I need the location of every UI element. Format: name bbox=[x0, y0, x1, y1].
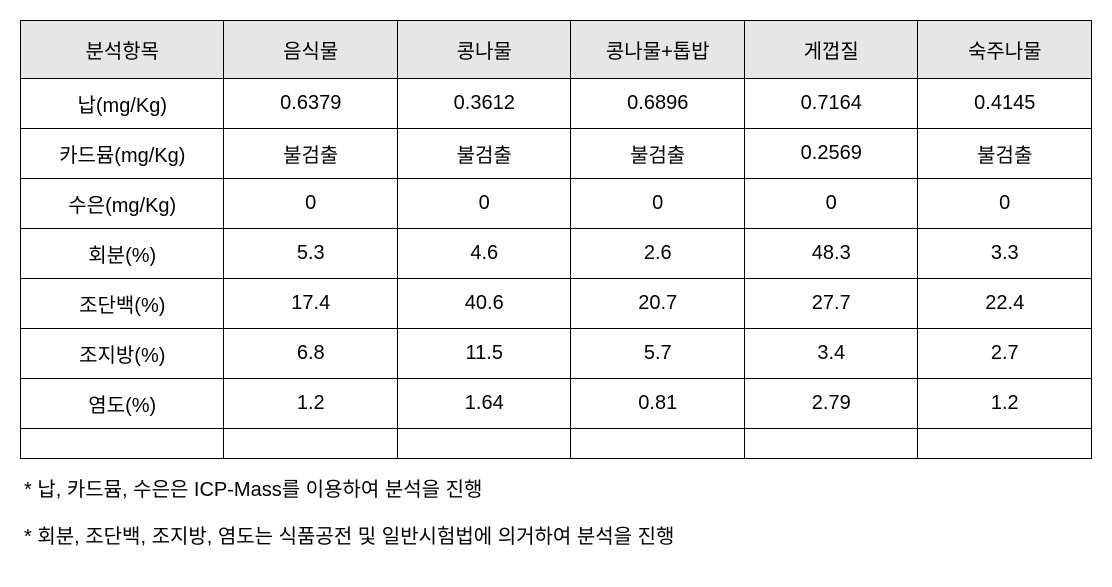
analysis-table: 분석항목 음식물 콩나물 콩나물+톱밥 게껍질 숙주나물 납(mg/Kg) 0.… bbox=[20, 20, 1092, 459]
footnote-2: * 회분, 조단백, 조지방, 염도는 식품공전 및 일반시험법에 의거하여 분… bbox=[20, 520, 1092, 549]
table-row: 카드뮴(mg/Kg) 불검출 불검출 불검출 0.2569 불검출 bbox=[21, 129, 1092, 179]
cell-value: 2.7 bbox=[918, 329, 1092, 379]
cell-value: 0.4145 bbox=[918, 79, 1092, 129]
cell-value: 0.2569 bbox=[744, 129, 918, 179]
col-header-food: 음식물 bbox=[224, 21, 398, 79]
cell-value: 0.6379 bbox=[224, 79, 398, 129]
table-row-empty bbox=[21, 429, 1092, 459]
cell-empty bbox=[571, 429, 745, 459]
cell-value: 0.7164 bbox=[744, 79, 918, 129]
footnotes: * 납, 카드뮴, 수은은 ICP-Mass를 이용하여 분석을 진행 * 회분… bbox=[20, 473, 1092, 549]
cell-value: 0 bbox=[918, 179, 1092, 229]
col-header-item: 분석항목 bbox=[21, 21, 224, 79]
cell-value: 1.2 bbox=[918, 379, 1092, 429]
cell-value: 11.5 bbox=[397, 329, 571, 379]
table-row: 염도(%) 1.2 1.64 0.81 2.79 1.2 bbox=[21, 379, 1092, 429]
cell-value: 5.7 bbox=[571, 329, 745, 379]
cell-value: 0 bbox=[224, 179, 398, 229]
cell-label: 조지방(%) bbox=[21, 329, 224, 379]
cell-value: 40.6 bbox=[397, 279, 571, 329]
footnote-1: * 납, 카드뮴, 수은은 ICP-Mass를 이용하여 분석을 진행 bbox=[20, 473, 1092, 502]
col-header-mung: 숙주나물 bbox=[918, 21, 1092, 79]
table-row: 수은(mg/Kg) 0 0 0 0 0 bbox=[21, 179, 1092, 229]
cell-value: 17.4 bbox=[224, 279, 398, 329]
cell-empty bbox=[21, 429, 224, 459]
cell-value: 2.79 bbox=[744, 379, 918, 429]
col-header-beansaw: 콩나물+톱밥 bbox=[571, 21, 745, 79]
cell-empty bbox=[918, 429, 1092, 459]
cell-value: 5.3 bbox=[224, 229, 398, 279]
cell-label: 수은(mg/Kg) bbox=[21, 179, 224, 229]
cell-value: 3.3 bbox=[918, 229, 1092, 279]
table-header-row: 분석항목 음식물 콩나물 콩나물+톱밥 게껍질 숙주나물 bbox=[21, 21, 1092, 79]
cell-empty bbox=[224, 429, 398, 459]
cell-value: 0.6896 bbox=[571, 79, 745, 129]
cell-value: 불검출 bbox=[918, 129, 1092, 179]
col-header-bean: 콩나물 bbox=[397, 21, 571, 79]
cell-value: 3.4 bbox=[744, 329, 918, 379]
cell-label: 조단백(%) bbox=[21, 279, 224, 329]
cell-empty bbox=[397, 429, 571, 459]
cell-value: 0 bbox=[571, 179, 745, 229]
cell-label: 회분(%) bbox=[21, 229, 224, 279]
cell-value: 0.3612 bbox=[397, 79, 571, 129]
cell-value: 27.7 bbox=[744, 279, 918, 329]
table-row: 조단백(%) 17.4 40.6 20.7 27.7 22.4 bbox=[21, 279, 1092, 329]
cell-label: 카드뮴(mg/Kg) bbox=[21, 129, 224, 179]
cell-value: 불검출 bbox=[224, 129, 398, 179]
cell-value: 6.8 bbox=[224, 329, 398, 379]
cell-value: 22.4 bbox=[918, 279, 1092, 329]
cell-value: 불검출 bbox=[397, 129, 571, 179]
cell-value: 불검출 bbox=[571, 129, 745, 179]
cell-value: 48.3 bbox=[744, 229, 918, 279]
cell-value: 0.81 bbox=[571, 379, 745, 429]
cell-value: 4.6 bbox=[397, 229, 571, 279]
cell-empty bbox=[744, 429, 918, 459]
table-row: 회분(%) 5.3 4.6 2.6 48.3 3.3 bbox=[21, 229, 1092, 279]
col-header-crab: 게껍질 bbox=[744, 21, 918, 79]
cell-value: 1.2 bbox=[224, 379, 398, 429]
cell-value: 1.64 bbox=[397, 379, 571, 429]
cell-label: 납(mg/Kg) bbox=[21, 79, 224, 129]
cell-value: 0 bbox=[397, 179, 571, 229]
table-row: 납(mg/Kg) 0.6379 0.3612 0.6896 0.7164 0.4… bbox=[21, 79, 1092, 129]
cell-label: 염도(%) bbox=[21, 379, 224, 429]
cell-value: 0 bbox=[744, 179, 918, 229]
cell-value: 20.7 bbox=[571, 279, 745, 329]
cell-value: 2.6 bbox=[571, 229, 745, 279]
table-row: 조지방(%) 6.8 11.5 5.7 3.4 2.7 bbox=[21, 329, 1092, 379]
